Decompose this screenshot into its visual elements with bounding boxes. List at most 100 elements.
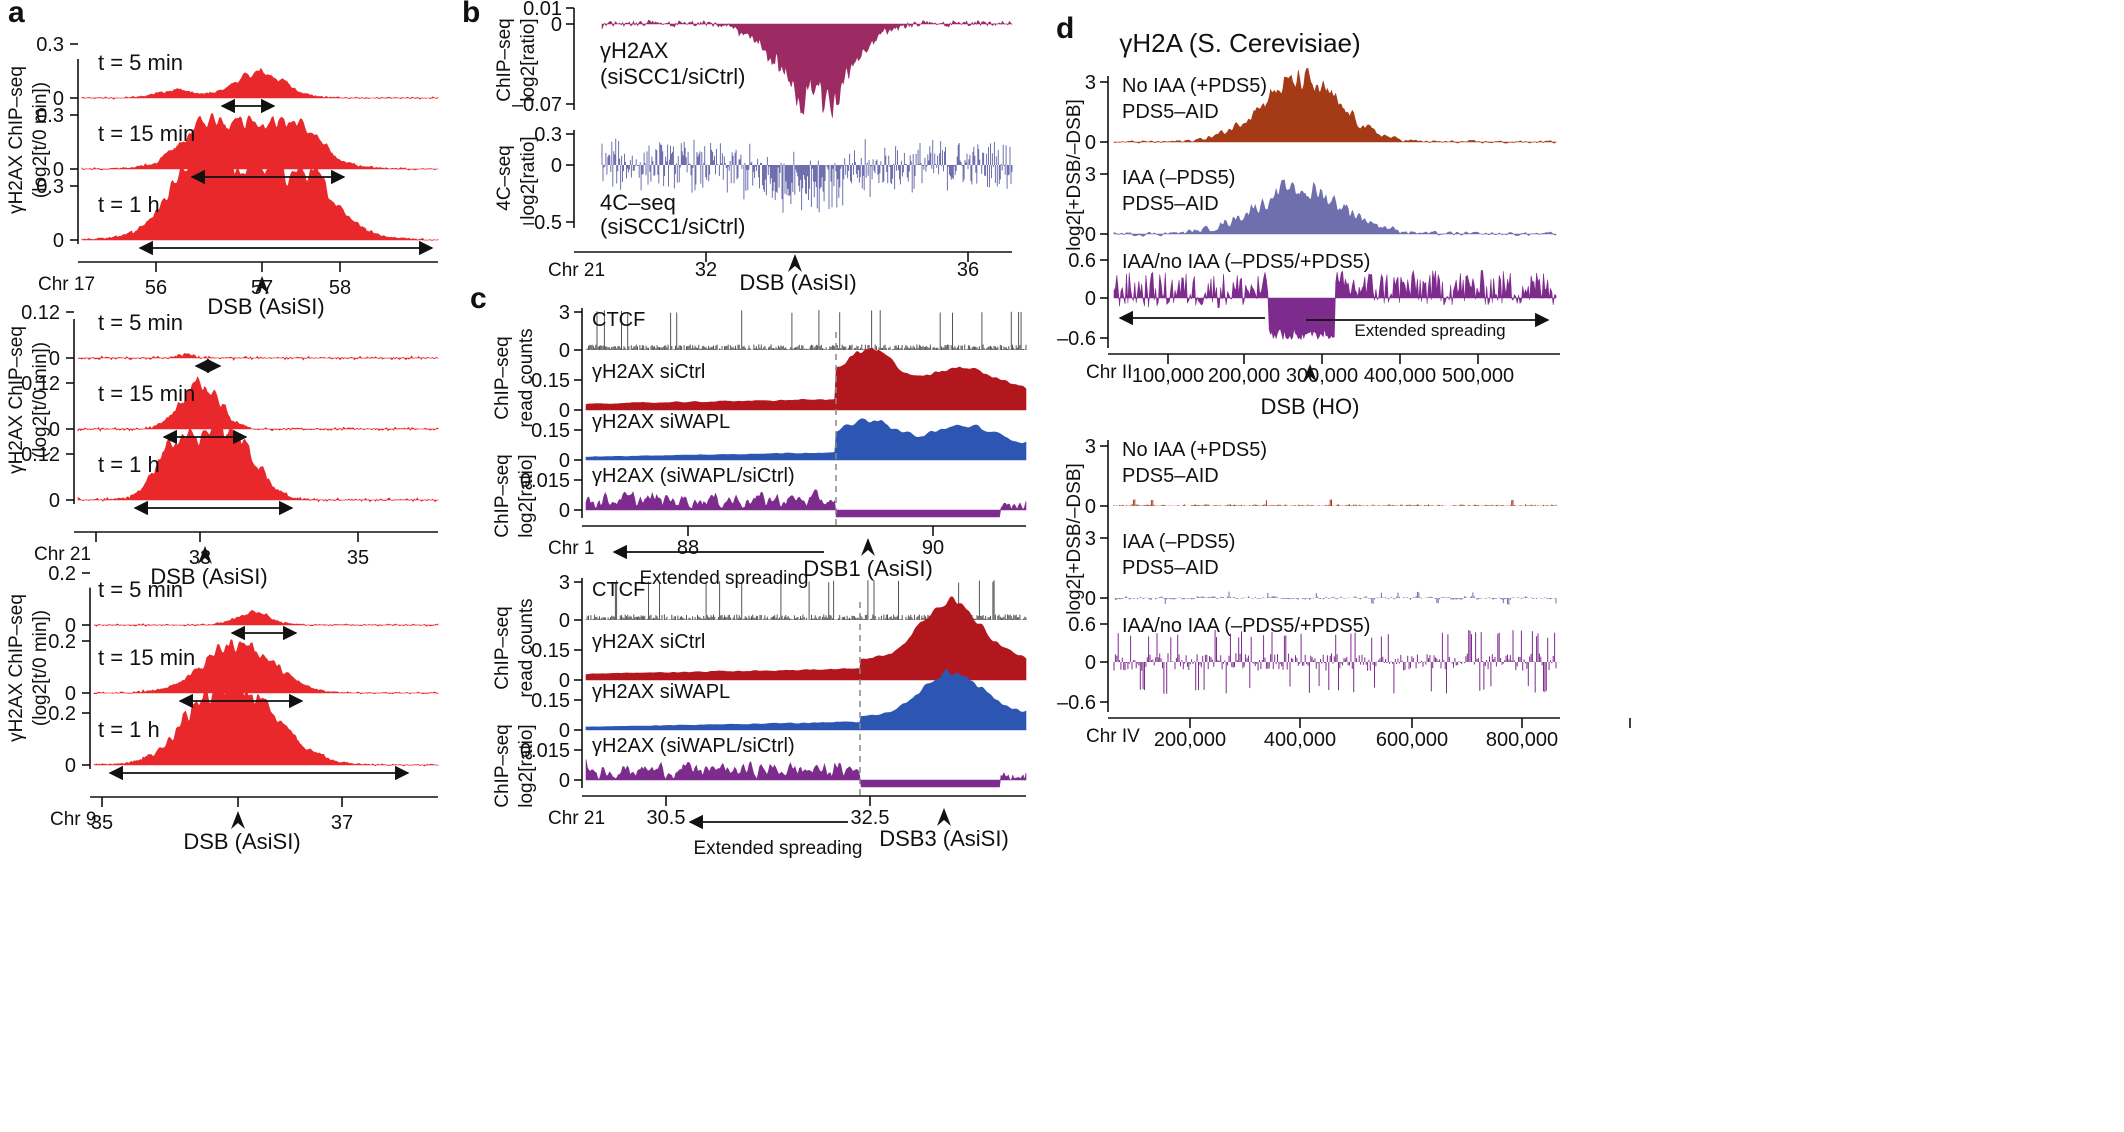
chromosome-label: Chr 1: [548, 538, 594, 559]
panel-title: γH2A (S. Cerevisiae): [1119, 28, 1360, 58]
track-label: No IAA (+PDS5): [1122, 439, 1267, 461]
x-tick-label: 33: [189, 547, 211, 569]
x-tick-label: 90: [922, 537, 944, 559]
y-tick-label: 0.015: [520, 470, 570, 492]
y-tick-label: 0: [551, 155, 562, 177]
track-label: PDS5–AID: [1122, 101, 1219, 123]
time-label: t = 15 min: [98, 645, 195, 670]
dsb-marker: [861, 538, 875, 556]
spread-label: Extended spreading: [1354, 321, 1505, 340]
dsb-label: DSB (AsiSI): [739, 270, 856, 295]
y-axis-label: log2[+DSB/–DSB]: [1064, 463, 1085, 615]
y-tick-label: 3: [1085, 528, 1096, 550]
chromosome-label: Chr 9: [50, 809, 96, 830]
dsb-marker: [255, 276, 269, 294]
y-tick-label: 0.01: [523, 0, 562, 20]
y-axis-label: (log2[t/0 min]): [30, 610, 51, 726]
y-axis-label: log2[+DSB/–DSB]: [1064, 99, 1085, 251]
y-tick-label: 0: [65, 683, 76, 705]
x-tick-label: 35: [347, 547, 369, 569]
dsb-label: DSB (HO): [1261, 394, 1360, 419]
track-label: IAA/no IAA (–PDS5/+PDS5): [1122, 251, 1370, 273]
y-tick-label: 0.6: [1068, 250, 1096, 272]
y-axis-label: ChIP–seq: [492, 724, 513, 807]
y-tick-label: 0: [65, 755, 76, 777]
x-tick-label: 200,000: [1154, 729, 1226, 751]
y-tick-label: 3: [559, 302, 570, 324]
y-tick-label: 0: [559, 720, 570, 742]
iaa-track: [1113, 179, 1557, 237]
y-tick-label: 3: [1085, 72, 1096, 94]
y-tick-label: 0: [559, 670, 570, 692]
dsb-label: DSB (AsiSI): [183, 829, 300, 854]
y-tick-label: 0: [1085, 132, 1096, 154]
x-tick-label: 37: [331, 812, 353, 834]
dsb-marker: [198, 546, 212, 564]
y-tick-label: 0: [49, 490, 60, 512]
y-tick-label: 0.2: [48, 703, 76, 725]
y-tick-label: 3: [559, 572, 570, 594]
panel-letter-b: b: [462, 0, 480, 29]
y-axis-label: γH2AX ChIP–seq: [6, 66, 27, 214]
spread-label: Extended spreading: [639, 568, 808, 589]
signal-area-t15: [81, 112, 439, 171]
time-label: t = 1 h: [98, 452, 160, 477]
y-tick-label: 0: [559, 770, 570, 792]
y-tick-label: 0: [53, 159, 64, 181]
y-tick-label: 0.6: [1068, 614, 1096, 636]
dsb-label: DSB3 (AsiSI): [879, 826, 1009, 851]
y-tick-label: 0: [559, 400, 570, 422]
dsb-marker: [1303, 364, 1317, 382]
track-label: CTCF: [592, 579, 645, 601]
track-label: PDS5–AID: [1122, 465, 1219, 487]
time-label: t = 5 min: [98, 50, 183, 75]
y-axis-label: log2[ratio]: [516, 454, 537, 537]
time-label: t = 1 h: [98, 717, 160, 742]
x-tick-label: 32: [695, 259, 717, 281]
siwapl-track: [585, 418, 1027, 461]
y-tick-label: 0.15: [531, 370, 570, 392]
track-label: IAA (–PDS5): [1122, 167, 1235, 189]
x-tick-label: 57: [251, 277, 273, 299]
track-label: γH2AX siWAPL: [592, 411, 730, 433]
panel-letter-c: c: [470, 282, 487, 315]
y-tick-label: 0: [1085, 224, 1096, 246]
chromosome-label: Chr II: [1086, 362, 1132, 383]
y-tick-label: –0.6: [1057, 328, 1096, 350]
siwapl-track: [585, 669, 1027, 731]
axes-layer: [66, 7, 1631, 830]
panel-letter-d: d: [1056, 12, 1074, 45]
chromosome-label: Chr 21: [548, 260, 605, 281]
dsb-label: DSB (AsiSI): [207, 294, 324, 319]
y-axis-label: ChIP–seq: [492, 336, 513, 419]
y-axis-label: read counts: [516, 328, 537, 427]
y-tick-label: 0: [53, 88, 64, 110]
ratio-track: [1113, 270, 1557, 341]
track-label: γH2AX siCtrl: [592, 361, 705, 383]
y-axis-label: log2[ratio]: [518, 18, 539, 101]
signal-area-t5: [81, 67, 439, 100]
x-tick-label: 35: [91, 812, 113, 834]
track-label: γH2AX: [600, 38, 669, 63]
y-tick-label: 0.015: [520, 740, 570, 762]
y-axis-label: γH2AX ChIP–seq: [6, 594, 27, 742]
y-tick-label: 0: [551, 14, 562, 36]
x-tick-label: 200,000: [1208, 365, 1280, 387]
4c-seq-track: [601, 138, 1013, 213]
y-tick-label: 0: [559, 500, 570, 522]
ctcf-track: [585, 310, 1027, 350]
track-label: PDS5–AID: [1122, 193, 1219, 215]
x-tick-label: 100,000: [1132, 365, 1204, 387]
iaa-track: [1113, 591, 1557, 605]
x-tick-label: 400,000: [1264, 729, 1336, 751]
y-axis-label: log2[ratio]: [518, 136, 539, 219]
dsb-marker: [231, 811, 245, 829]
time-label: t = 5 min: [98, 310, 183, 335]
time-label: t = 1 h: [98, 192, 160, 217]
y-tick-label: 0: [559, 450, 570, 472]
x-tick-label: 800,000: [1486, 729, 1558, 751]
sictrl-track: [585, 596, 1027, 681]
dsb-label: DSB (AsiSI): [150, 564, 267, 589]
signal-area-t5: [93, 609, 439, 627]
